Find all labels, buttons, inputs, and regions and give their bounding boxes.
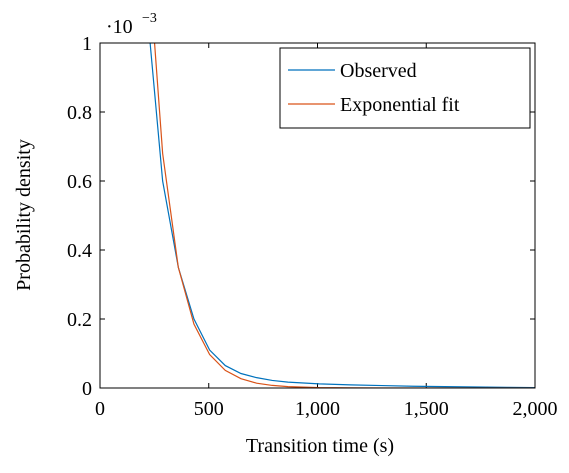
y-scale-base: ·10 — [106, 16, 133, 38]
x-tick-label: 1,500 — [404, 398, 449, 420]
x-tick-label: 500 — [194, 398, 224, 420]
x-tick-label: 0 — [95, 398, 105, 420]
x-tick-label: 1,000 — [295, 398, 340, 420]
legend-label: Observed — [340, 60, 417, 82]
y-scale-exponent: −3 — [142, 11, 157, 26]
series-line — [153, 43, 535, 388]
y-tick-label: 0.6 — [67, 171, 92, 193]
y-axis-label: Probability density — [13, 139, 35, 291]
plot-frame — [99, 42, 536, 389]
legend-box — [279, 47, 531, 129]
y-tick-label: 0.2 — [67, 309, 92, 331]
legend-label: Exponential fit — [340, 94, 460, 116]
y-tick-label: 1 — [82, 33, 92, 55]
series-line — [149, 43, 535, 388]
x-axis-label: Transition time (s) — [246, 435, 394, 457]
y-tick-label: 0.4 — [67, 240, 92, 262]
y-tick-label: 0.8 — [67, 102, 92, 124]
y-tick-label: 0 — [82, 378, 92, 400]
x-tick-label: 2,000 — [513, 398, 558, 420]
plot-area — [149, 43, 535, 388]
